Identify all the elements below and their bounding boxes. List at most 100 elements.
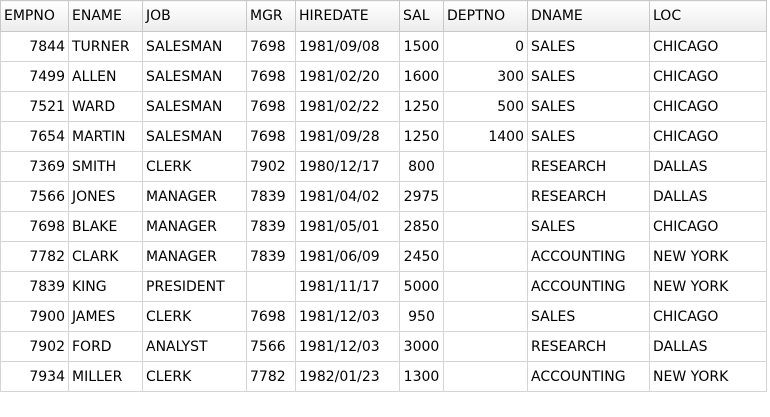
table-row[interactable]: 7844 TURNER SALESMAN 7698 1981/09/08 1500 0 SAL… — [0, 31, 767, 62]
cell-dname[interactable]: ACCOUNTING — [527, 241, 650, 272]
cell-mgr[interactable]: 7782 — [246, 361, 296, 392]
cell-hiredate[interactable]: 1981/04/02 — [295, 181, 400, 212]
cell-loc[interactable]: CHICAGO — [649, 61, 767, 92]
table-row[interactable]: 7839 KING PRESIDENT 1981/11/17 5000 ACCOUNTIN… — [0, 271, 767, 302]
cell-ename[interactable]: JAMES — [68, 301, 143, 332]
cell-ename[interactable]: KING — [68, 271, 143, 302]
cell-empno[interactable]: 7782 — [0, 241, 69, 272]
cell-ename[interactable]: ALLEN — [68, 61, 143, 92]
cell-job[interactable]: MANAGER — [142, 211, 247, 242]
cell-hiredate[interactable]: 1981/05/01 — [295, 211, 400, 242]
cell-deptno[interactable] — [443, 181, 528, 212]
cell-mgr[interactable]: 7902 — [246, 151, 296, 182]
cell-dname[interactable]: SALES — [527, 121, 650, 152]
cell-sal[interactable]: 1250 — [399, 121, 444, 152]
cell-deptno[interactable] — [443, 271, 528, 302]
cell-ename[interactable]: WARD — [68, 91, 143, 122]
cell-sal[interactable]: 2850 — [399, 211, 444, 242]
cell-empno[interactable]: 7698 — [0, 211, 69, 242]
table-row[interactable]: 7934 MILLER CLERK 7782 1982/01/23 1300 ACCOUNT… — [0, 361, 767, 392]
cell-hiredate[interactable]: 1981/06/09 — [295, 241, 400, 272]
table-row[interactable]: 7369 SMITH CLERK 7902 1980/12/17 800 RESEARCH D… — [0, 151, 767, 182]
table-row[interactable]: 7900 JAMES CLERK 7698 1981/12/03 950 SALES CHIC… — [0, 301, 767, 332]
column-header-mgr[interactable]: MGR — [246, 0, 296, 32]
cell-hiredate[interactable]: 1982/01/23 — [295, 361, 400, 392]
cell-loc[interactable]: DALLAS — [649, 151, 767, 182]
cell-mgr[interactable]: 7698 — [246, 91, 296, 122]
cell-dname[interactable]: ACCOUNTING — [527, 271, 650, 302]
cell-empno[interactable]: 7521 — [0, 91, 69, 122]
cell-loc[interactable]: CHICAGO — [649, 91, 767, 122]
cell-dname[interactable]: SALES — [527, 31, 650, 62]
cell-dname[interactable]: RESEARCH — [527, 151, 650, 182]
cell-empno[interactable]: 7499 — [0, 61, 69, 92]
cell-empno[interactable]: 7934 — [0, 361, 69, 392]
cell-job[interactable]: MANAGER — [142, 181, 247, 212]
cell-sal[interactable]: 3000 — [399, 331, 444, 362]
cell-loc[interactable]: DALLAS — [649, 331, 767, 362]
cell-sal[interactable]: 2450 — [399, 241, 444, 272]
cell-deptno[interactable] — [443, 301, 528, 332]
table-row[interactable]: 7782 CLARK MANAGER 7839 1981/06/09 2450 ACCOUN… — [0, 241, 767, 272]
cell-empno[interactable]: 7839 — [0, 271, 69, 302]
column-header-job[interactable]: JOB — [142, 0, 247, 32]
cell-sal[interactable]: 1250 — [399, 91, 444, 122]
cell-ename[interactable]: MARTIN — [68, 121, 143, 152]
cell-sal[interactable]: 800 — [399, 151, 444, 182]
cell-hiredate[interactable]: 1981/09/28 — [295, 121, 400, 152]
cell-empno[interactable]: 7566 — [0, 181, 69, 212]
cell-empno[interactable]: 7900 — [0, 301, 69, 332]
cell-ename[interactable]: FORD — [68, 331, 143, 362]
cell-mgr[interactable]: 7839 — [246, 241, 296, 272]
cell-mgr[interactable]: 7698 — [246, 301, 296, 332]
table-row[interactable]: 7902 FORD ANALYST 7566 1981/12/03 3000 RESEARC… — [0, 331, 767, 362]
cell-hiredate[interactable]: 1981/02/22 — [295, 91, 400, 122]
table-row[interactable]: 7566 JONES MANAGER 7839 1981/04/02 2975 RESEAR… — [0, 181, 767, 212]
column-header-dname[interactable]: DNAME — [527, 0, 650, 32]
cell-sal[interactable]: 950 — [399, 301, 444, 332]
cell-loc[interactable]: NEW YORK — [649, 241, 767, 272]
cell-sal[interactable]: 1600 — [399, 61, 444, 92]
cell-dname[interactable]: RESEARCH — [527, 331, 650, 362]
cell-loc[interactable]: DALLAS — [649, 181, 767, 212]
cell-hiredate[interactable]: 1981/09/08 — [295, 31, 400, 62]
cell-job[interactable]: SALESMAN — [142, 121, 247, 152]
cell-job[interactable]: SALESMAN — [142, 61, 247, 92]
cell-dname[interactable]: SALES — [527, 91, 650, 122]
cell-ename[interactable]: BLAKE — [68, 211, 143, 242]
cell-ename[interactable]: TURNER — [68, 31, 143, 62]
table-row[interactable]: 7521 WARD SALESMAN 7698 1981/02/22 1250 500 SAL… — [0, 91, 767, 122]
cell-deptno[interactable] — [443, 361, 528, 392]
cell-hiredate[interactable]: 1981/02/20 — [295, 61, 400, 92]
cell-deptno[interactable] — [443, 211, 528, 242]
column-header-empno[interactable]: EMPNO — [0, 0, 69, 32]
cell-empno[interactable]: 7902 — [0, 331, 69, 362]
cell-dname[interactable]: SALES — [527, 61, 650, 92]
cell-deptno[interactable] — [443, 331, 528, 362]
cell-job[interactable]: SALESMAN — [142, 91, 247, 122]
cell-ename[interactable]: SMITH — [68, 151, 143, 182]
table-row[interactable]: 7499 ALLEN SALESMAN 7698 1981/02/20 1600 300 SA… — [0, 61, 767, 92]
cell-deptno[interactable]: 500 — [443, 91, 528, 122]
cell-job[interactable]: CLERK — [142, 361, 247, 392]
cell-deptno[interactable] — [443, 151, 528, 182]
column-header-ename[interactable]: ENAME — [68, 0, 143, 32]
cell-mgr[interactable] — [246, 271, 296, 302]
cell-dname[interactable]: ACCOUNTING — [527, 361, 650, 392]
cell-loc[interactable]: CHICAGO — [649, 31, 767, 62]
cell-ename[interactable]: MILLER — [68, 361, 143, 392]
cell-mgr[interactable]: 7698 — [246, 31, 296, 62]
cell-sal[interactable]: 1500 — [399, 31, 444, 62]
cell-mgr[interactable]: 7698 — [246, 61, 296, 92]
cell-loc[interactable]: CHICAGO — [649, 121, 767, 152]
cell-hiredate[interactable]: 1981/11/17 — [295, 271, 400, 302]
cell-sal[interactable]: 2975 — [399, 181, 444, 212]
table-row[interactable]: 7698 BLAKE MANAGER 7839 1981/05/01 2850 SALES C… — [0, 211, 767, 242]
column-header-deptno[interactable]: DEPTNO — [443, 0, 528, 32]
cell-hiredate[interactable]: 1981/12/03 — [295, 331, 400, 362]
cell-job[interactable]: PRESIDENT — [142, 271, 247, 302]
cell-empno[interactable]: 7369 — [0, 151, 69, 182]
cell-mgr[interactable]: 7839 — [246, 181, 296, 212]
cell-hiredate[interactable]: 1981/12/03 — [295, 301, 400, 332]
cell-sal[interactable]: 5000 — [399, 271, 444, 302]
